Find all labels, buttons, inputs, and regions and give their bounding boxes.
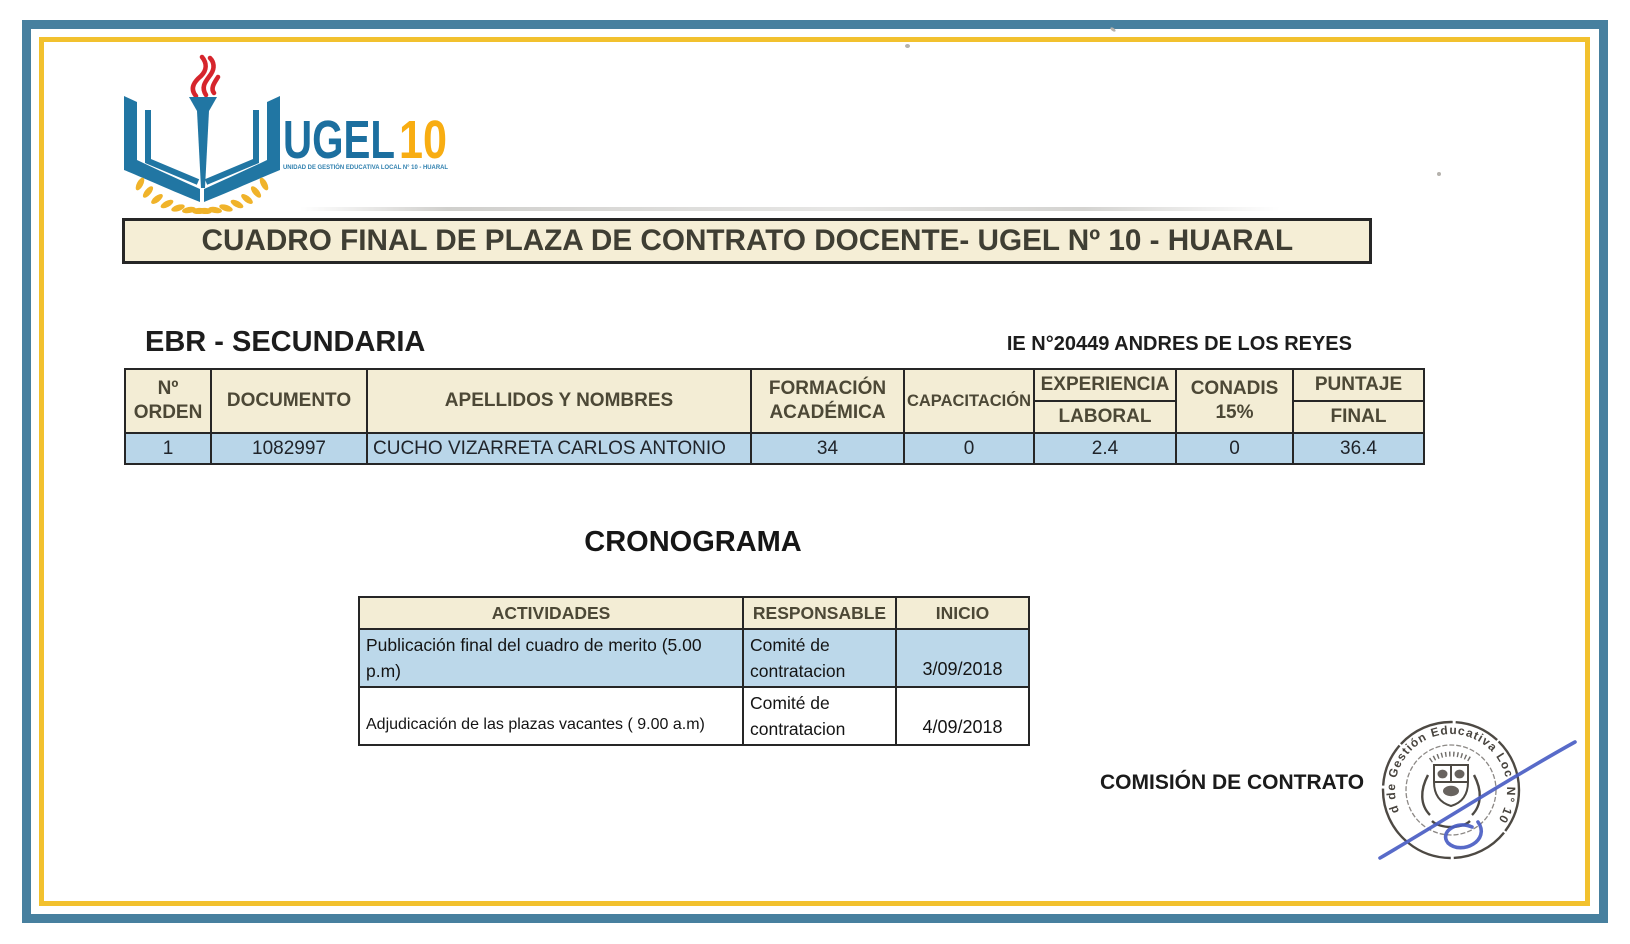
cell-apellidos: CUCHO VIZARRETA CARLOS ANTONIO	[366, 432, 752, 465]
col-header-inicio: INICIO	[895, 596, 1030, 630]
col-header-formacion: FORMACIÓN ACADÉMICA	[750, 368, 905, 434]
torch-icon	[189, 97, 217, 188]
stamp-ring-text-number: N° 10	[1495, 787, 1517, 827]
col-header-apellidos: APELLIDOS Y NOMBRES	[366, 368, 752, 434]
cell-inicio: 4/09/2018	[895, 686, 1030, 746]
col-header-puntaje: PUNTAJE FINAL	[1292, 368, 1425, 434]
col-header-documento: DOCUMENTO	[210, 368, 368, 434]
col-header-experiencia: EXPERIENCIA LABORAL	[1033, 368, 1177, 434]
scan-smudge	[300, 207, 1280, 211]
committee-label: COMISIÓN DE CONTRATO	[1100, 771, 1365, 794]
results-header-row: Nº ORDEN DOCUMENTO APELLIDOS Y NOMBRES F…	[124, 368, 1425, 434]
cronograma-heading: CRONOGRAMA	[584, 526, 802, 558]
results-data-row: 1 1082997 CUCHO VIZARRETA CARLOS ANTONIO…	[124, 432, 1425, 465]
outer-border	[22, 20, 1608, 923]
laurel-wreath-icon	[135, 177, 269, 214]
logo-text-10: 10	[399, 110, 447, 170]
cell-inicio: 3/09/2018	[895, 628, 1030, 688]
program-heading: EBR - SECUNDARIA	[145, 326, 426, 358]
col-header-responsable: RESPONSABLE	[742, 596, 897, 630]
cell-formacion: 34	[750, 432, 905, 465]
col-header-orden: Nº ORDEN	[124, 368, 212, 434]
open-book-icon	[124, 96, 280, 202]
cell-orden: 1	[124, 432, 212, 465]
cell-puntaje: 36.4	[1292, 432, 1425, 465]
document-title-bar: CUADRO FINAL DE PLAZA DE CONTRATO DOCENT…	[122, 218, 1372, 264]
signature-stroke	[1378, 740, 1577, 860]
document-title: CUADRO FINAL DE PLAZA DE CONTRATO DOCENT…	[201, 224, 1293, 257]
cell-actividad: Adjudicación de las plazas vacantes ( 9.…	[358, 686, 744, 746]
cronograma-header-row: ACTIVIDADES RESPONSABLE INICIO	[358, 596, 1030, 630]
cell-documento: 1082997	[210, 432, 368, 465]
official-stamp: d de Gestión Educativa Loc N° 10	[1378, 720, 1577, 860]
scan-speck	[905, 44, 910, 48]
cronograma-row: Adjudicación de las plazas vacantes ( 9.…	[358, 686, 1030, 746]
stamp-seal-icon	[1381, 720, 1521, 860]
cell-capacitacion: 0	[903, 432, 1035, 465]
school-heading: IE N°20449 ANDRES DE LOS REYES	[1006, 333, 1352, 355]
ugel10-logo: UGEL 10 UNIDAD DE GESTIÓN EDUCATIVA LOCA…	[124, 54, 448, 214]
col-header-actividades: ACTIVIDADES	[358, 596, 744, 630]
col-header-capacitacion: CAPACITACIÓN	[903, 368, 1035, 434]
logo-text-ugel: UGEL	[283, 110, 395, 170]
cell-conadis: 0	[1175, 432, 1294, 465]
cronograma-table: ACTIVIDADES RESPONSABLE INICIO Publicaci…	[358, 596, 1030, 746]
cell-experiencia: 2.4	[1033, 432, 1177, 465]
cell-responsable: Comité de contratacion	[742, 686, 897, 746]
cronograma-row: Publicación final del cuadro de merito (…	[358, 628, 1030, 688]
cell-responsable: Comité de contratacion	[742, 628, 897, 688]
logo-subtitle: UNIDAD DE GESTIÓN EDUCATIVA LOCAL N° 10 …	[283, 162, 448, 171]
cell-actividad: Publicación final del cuadro de merito (…	[358, 628, 744, 688]
col-header-conadis: CONADIS 15%	[1175, 368, 1294, 434]
inner-border	[39, 37, 1590, 906]
torch-flame-icon	[190, 54, 221, 99]
svg-text:N° 10: N° 10	[1495, 787, 1518, 827]
scan-speck	[1437, 172, 1441, 176]
results-table: Nº ORDEN DOCUMENTO APELLIDOS Y NOMBRES F…	[124, 368, 1425, 465]
